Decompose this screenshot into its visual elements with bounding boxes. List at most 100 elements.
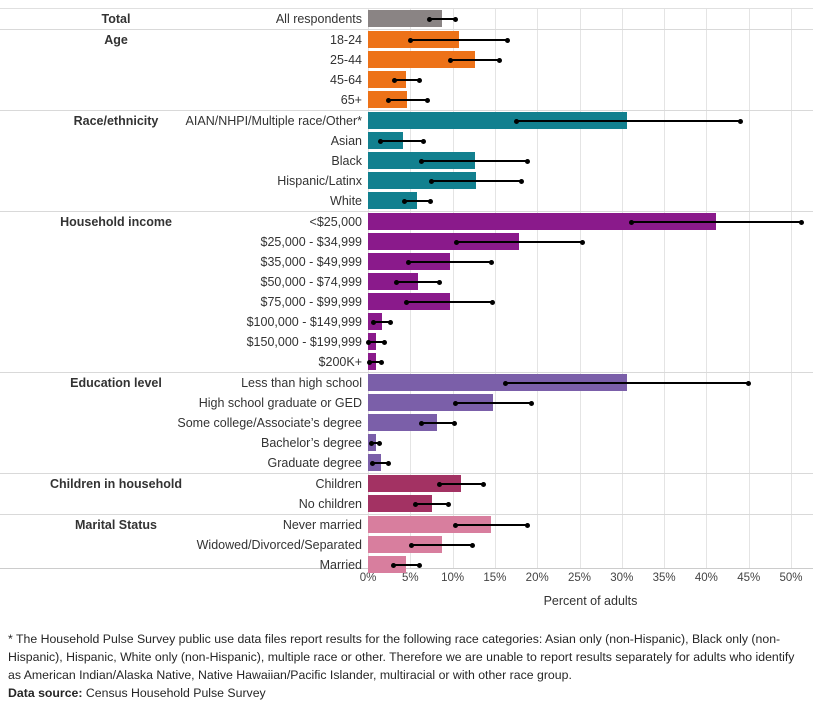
ci-upper-dot <box>379 359 385 365</box>
ci-line <box>516 120 741 122</box>
row-label: 45-64 <box>330 73 362 87</box>
ci-lower-dot <box>453 400 459 406</box>
gridline <box>621 8 623 568</box>
ci-upper-dot <box>417 562 423 568</box>
row-plot <box>368 474 813 494</box>
ci-upper-dot <box>377 440 383 446</box>
row-label: Black <box>331 154 362 168</box>
ci-line <box>431 180 522 182</box>
ci-line <box>368 341 385 343</box>
bar-mark[interactable] <box>368 374 627 391</box>
row-plot <box>368 212 813 232</box>
bar-mark[interactable] <box>368 516 491 533</box>
bar-mark[interactable] <box>368 71 407 88</box>
row-plot <box>368 191 813 211</box>
bar-mark[interactable] <box>368 495 433 512</box>
row-plot <box>368 9 813 29</box>
ci-line <box>456 241 583 243</box>
bar-mark[interactable] <box>368 414 438 431</box>
row-plot <box>368 272 813 292</box>
ci-upper-dot <box>579 239 585 245</box>
bar-mark[interactable] <box>368 213 716 230</box>
ci-lower-dot <box>436 481 442 487</box>
ci-lower-dot <box>385 97 391 103</box>
ci-line <box>404 200 431 202</box>
ci-upper-dot <box>525 158 531 164</box>
row-label: No children <box>298 497 362 511</box>
row-plot <box>368 50 813 70</box>
x-tick-label: 45% <box>737 572 761 584</box>
row-label: $25,000 - $34,999 <box>260 235 362 249</box>
x-tick-label: 40% <box>694 572 718 584</box>
gridline <box>579 8 581 568</box>
ci-line <box>411 544 473 546</box>
ci-line <box>455 402 532 404</box>
bar-mark[interactable] <box>368 192 418 209</box>
ci-lower-dot <box>452 522 458 528</box>
table-row: $25,000 - $34,999 <box>0 232 813 252</box>
ci-lower-dot <box>502 380 508 386</box>
gridline <box>748 8 750 568</box>
ci-upper-dot <box>505 37 511 43</box>
ci-line <box>393 564 420 566</box>
row-label: $75,000 - $99,999 <box>260 295 362 309</box>
row-label: Never married <box>282 518 362 532</box>
ci-lower-dot <box>447 57 453 63</box>
row-label: Widowed/Divorced/Separated <box>196 538 362 552</box>
ci-upper-dot <box>388 319 394 325</box>
table-row: 18-24 <box>0 30 813 50</box>
gridline <box>452 8 454 568</box>
bar-mark[interactable] <box>368 394 494 411</box>
row-label: $100,000 - $149,999 <box>246 315 362 329</box>
bar-chart: Total All respondents Age 18-24 25-44 45-64 65… <box>0 8 813 575</box>
ci-lower-dot <box>412 501 418 507</box>
row-plot <box>368 555 813 575</box>
bar-mark[interactable] <box>368 273 418 290</box>
table-row: 45-64 <box>0 70 813 90</box>
ci-line <box>408 261 492 263</box>
ci-line <box>371 442 380 444</box>
data-source-line: Data source: Census Household Pulse Surv… <box>8 684 810 702</box>
ci-upper-dot <box>385 460 391 466</box>
bar-mark[interactable] <box>368 556 407 573</box>
data-source-label: Data source: <box>8 686 83 700</box>
gridline <box>664 8 666 568</box>
bar-mark[interactable] <box>368 51 475 68</box>
category-label: Total <box>101 12 131 26</box>
row-plot <box>368 373 813 393</box>
category-label: Race/ethnicity <box>73 114 159 128</box>
x-tick-label: 30% <box>610 572 634 584</box>
x-axis-ticks: 0% 5% 10% 15% 20% 25% 30% 35% 40% 45% 50% <box>360 572 813 588</box>
ci-upper-dot <box>428 198 434 204</box>
ci-line <box>369 361 382 363</box>
table-row: Widowed/Divorced/Separated <box>0 535 813 555</box>
x-axis-title: Percent of adults <box>543 594 638 608</box>
row-label: 18-24 <box>330 33 362 47</box>
row-label: Some college/Associate’s degree <box>177 416 362 430</box>
ci-lower-dot <box>418 420 424 426</box>
bar-mark[interactable] <box>368 475 462 492</box>
bar-mark[interactable] <box>368 536 443 553</box>
ci-upper-dot <box>528 400 534 406</box>
table-row: White <box>0 191 813 211</box>
bar-mark[interactable] <box>368 233 519 250</box>
gridline <box>494 8 496 568</box>
bar-mark[interactable] <box>368 10 442 27</box>
row-label: $150,000 - $199,999 <box>246 335 362 349</box>
ci-lower-dot <box>407 37 413 43</box>
category-group: Household income <$25,000 $25,000 - $34,99… <box>0 211 813 372</box>
bar-mark[interactable] <box>368 112 627 129</box>
table-row: $200K+ <box>0 352 813 372</box>
ci-upper-dot <box>497 57 503 63</box>
ci-line <box>415 503 449 505</box>
ci-upper-dot <box>489 259 495 265</box>
row-plot <box>368 494 813 514</box>
table-row: High school graduate or GED <box>0 393 813 413</box>
category-label: Children in household <box>50 477 182 491</box>
bar-mark[interactable] <box>368 172 477 189</box>
row-label: $200K+ <box>318 355 362 369</box>
category-group: Race/ethnicity AIAN/NHPI/Multiple race/Ot… <box>0 110 813 211</box>
table-row: No children <box>0 494 813 514</box>
ci-upper-dot <box>489 299 495 305</box>
